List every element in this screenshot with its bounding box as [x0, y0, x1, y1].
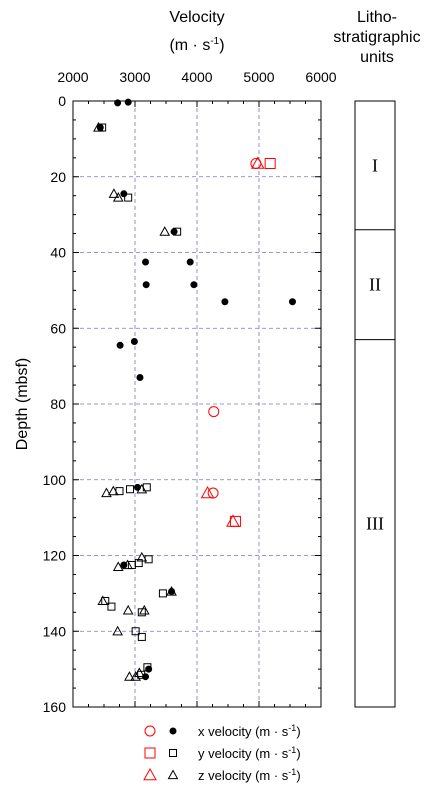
legend-marker-field [167, 769, 179, 780]
point-x-field [186, 258, 194, 266]
point-y-field [134, 559, 143, 568]
y-axis-label: Depth (mbsf) [14, 358, 31, 450]
point-z-field [107, 485, 119, 496]
point-z-lab [250, 156, 265, 169]
point-y-field [107, 602, 116, 611]
y-tick-label: 80 [50, 396, 66, 412]
point-x-lab [208, 406, 220, 418]
x-tick-label: 5000 [243, 69, 274, 85]
unit-label: II [369, 275, 381, 295]
chart-title: Velocity [169, 9, 224, 26]
legend-marker-field [169, 749, 177, 757]
point-x-field [142, 258, 150, 266]
point-z-field [101, 487, 112, 498]
y-tick-label: 40 [50, 245, 66, 261]
y-tick-label: 120 [43, 548, 67, 564]
legend: x velocity (m · s-1) y velocity (m · s-1)… [143, 723, 301, 783]
point-x-field [124, 98, 132, 106]
y-tick-label: 60 [50, 320, 66, 336]
point-x-field [221, 298, 229, 306]
y-tick-label: 100 [43, 472, 67, 488]
point-z-field [133, 667, 145, 678]
point-y-field [131, 627, 140, 636]
point-y-field [158, 589, 167, 598]
legend-marker-lab [144, 747, 156, 759]
point-z-field [108, 188, 120, 198]
point-x-field [288, 298, 296, 306]
x-tick-label: 3000 [119, 69, 150, 85]
point-y-field [173, 227, 182, 236]
x-tick-label: 2000 [57, 69, 88, 85]
point-x-field [190, 281, 198, 289]
data-points [93, 98, 296, 681]
point-x-field [142, 281, 150, 289]
point-x-field [136, 373, 144, 381]
legend-marker-lab [143, 767, 157, 781]
units-frame [354, 100, 396, 708]
point-y-field [126, 485, 135, 494]
point-y-field [143, 663, 152, 672]
point-y-field [137, 632, 146, 641]
y-tick-label: 0 [58, 93, 66, 109]
point-z-field [93, 121, 104, 132]
y-tick-label: 20 [50, 169, 66, 185]
unit-label: I [372, 155, 378, 175]
point-x-field [116, 341, 124, 349]
chart-title-unit: (m · s-1) [169, 36, 224, 54]
y-tick-label: 140 [43, 623, 67, 639]
legend-label: y velocity (m · s-1) [198, 745, 301, 761]
units-title-line3: units [360, 49, 394, 66]
y-axis-ticks: 0 20 40 60 80 100 120 140 160 [43, 93, 321, 715]
point-z-lab [200, 485, 215, 499]
point-z-field [166, 585, 177, 596]
x-tick-label: 6000 [305, 69, 336, 85]
point-z-field [138, 604, 150, 615]
legend-marker-field [169, 727, 177, 735]
plot-frame [72, 100, 322, 708]
point-x-field [130, 338, 138, 346]
legend-label: x velocity (m · s-1) [198, 723, 301, 739]
legend-label: z velocity (m · s-1) [198, 767, 301, 783]
point-z-field [122, 559, 133, 570]
grid-lines [73, 101, 321, 707]
unit-label: III [366, 513, 384, 533]
point-z-field [124, 671, 135, 681]
point-z-lab [226, 514, 240, 527]
point-y-field [124, 193, 133, 202]
units-title-line2: stratigraphic [333, 29, 420, 46]
point-z-field [122, 604, 134, 615]
point-z-field [112, 561, 124, 571]
point-z-field [159, 226, 171, 236]
point-z-field [112, 192, 124, 202]
point-z-field [136, 551, 148, 562]
x-axis-ticks: 2000 3000 4000 5000 6000 [57, 69, 337, 707]
x-tick-label: 4000 [181, 69, 212, 85]
point-y-field [144, 555, 153, 564]
point-y-lab [264, 157, 276, 169]
point-z-field [97, 595, 109, 606]
point-x-field [114, 99, 122, 107]
units-title-line1: Litho- [357, 9, 397, 26]
legend-marker-lab [144, 725, 156, 737]
point-y-field [137, 608, 146, 617]
point-z-field [112, 625, 123, 636]
point-z-field [136, 483, 148, 494]
y-tick-label: 160 [43, 699, 67, 715]
